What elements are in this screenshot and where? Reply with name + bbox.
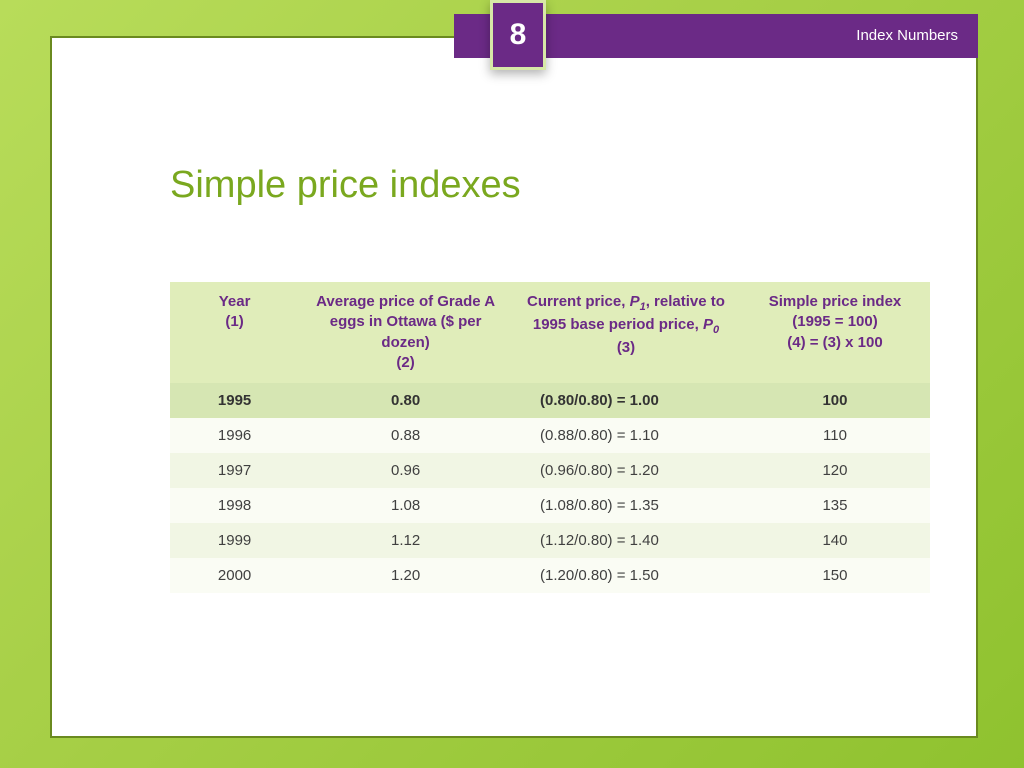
table-cell: (0.96/0.80) = 1.20 xyxy=(512,453,740,488)
table-cell: (0.80/0.80) = 1.00 xyxy=(512,383,740,418)
page-number-box: 8 xyxy=(490,0,546,70)
price-index-table: Year (1) Average price of Grade A eggs i… xyxy=(170,282,930,593)
table-cell: (1.08/0.80) = 1.35 xyxy=(512,488,740,523)
col-header-text: Simple price index (1995 = 100) xyxy=(769,293,902,330)
table-cell: 1.12 xyxy=(299,523,512,558)
table-cell: 1.08 xyxy=(299,488,512,523)
table-cell: 1997 xyxy=(170,453,299,488)
col-header-num: (2) xyxy=(396,354,414,371)
table-cell: 2000 xyxy=(170,558,299,593)
table-body: 19950.80(0.80/0.80) = 1.0010019960.88(0.… xyxy=(170,383,930,593)
table-cell: 0.80 xyxy=(299,383,512,418)
col-header-relative: Current price, P1, relative to 1995 base… xyxy=(512,282,740,383)
page-number: 8 xyxy=(510,18,527,52)
table-cell: 1998 xyxy=(170,488,299,523)
table-cell: 110 xyxy=(740,418,930,453)
table-cell: (1.12/0.80) = 1.40 xyxy=(512,523,740,558)
col-header-text: Average price of Grade A eggs in Ottawa … xyxy=(316,293,495,351)
col-header-index: Simple price index (1995 = 100) (4) = (3… xyxy=(740,282,930,383)
table-row: 19991.12(1.12/0.80) = 1.40140 xyxy=(170,523,930,558)
slide-page: Simple price indexes Year (1) Average pr… xyxy=(50,36,978,738)
col-header-year: Year (1) xyxy=(170,282,299,383)
table-cell: 0.88 xyxy=(299,418,512,453)
header-banner: Index Numbers 8 xyxy=(454,0,978,70)
table-cell: 1999 xyxy=(170,523,299,558)
table-cell: 1.20 xyxy=(299,558,512,593)
table-row: 20001.20(1.20/0.80) = 1.50150 xyxy=(170,558,930,593)
col-header-price: Average price of Grade A eggs in Ottawa … xyxy=(299,282,512,383)
col-header-num: (4) = (3) x 100 xyxy=(787,334,882,351)
table-cell: 1996 xyxy=(170,418,299,453)
col-header-text: Current price, xyxy=(527,293,630,310)
slide-title: Simple price indexes xyxy=(170,164,521,207)
table-cell: 0.96 xyxy=(299,453,512,488)
table-cell: 1995 xyxy=(170,383,299,418)
table-row: 19960.88(0.88/0.80) = 1.10110 xyxy=(170,418,930,453)
col-header-text: Year xyxy=(219,293,251,310)
slide-background: Simple price indexes Year (1) Average pr… xyxy=(0,0,1024,768)
table-header: Year (1) Average price of Grade A eggs i… xyxy=(170,282,930,383)
col-header-num: (1) xyxy=(225,313,243,330)
table-cell: 135 xyxy=(740,488,930,523)
col-header-symbol: P xyxy=(630,293,640,310)
banner-label: Index Numbers xyxy=(856,0,958,70)
table-cell: 100 xyxy=(740,383,930,418)
table-cell: (0.88/0.80) = 1.10 xyxy=(512,418,740,453)
table-cell: (1.20/0.80) = 1.50 xyxy=(512,558,740,593)
col-header-num: (3) xyxy=(617,339,635,356)
col-header-text: , xyxy=(646,293,650,310)
col-header-symbol: P xyxy=(703,316,713,333)
table-cell: 120 xyxy=(740,453,930,488)
table-cell: 150 xyxy=(740,558,930,593)
table-row: 19981.08(1.08/0.80) = 1.35135 xyxy=(170,488,930,523)
table-cell: 140 xyxy=(740,523,930,558)
col-header-subscript: 0 xyxy=(713,324,719,336)
table-row: 19970.96(0.96/0.80) = 1.20120 xyxy=(170,453,930,488)
table-row: 19950.80(0.80/0.80) = 1.00100 xyxy=(170,383,930,418)
